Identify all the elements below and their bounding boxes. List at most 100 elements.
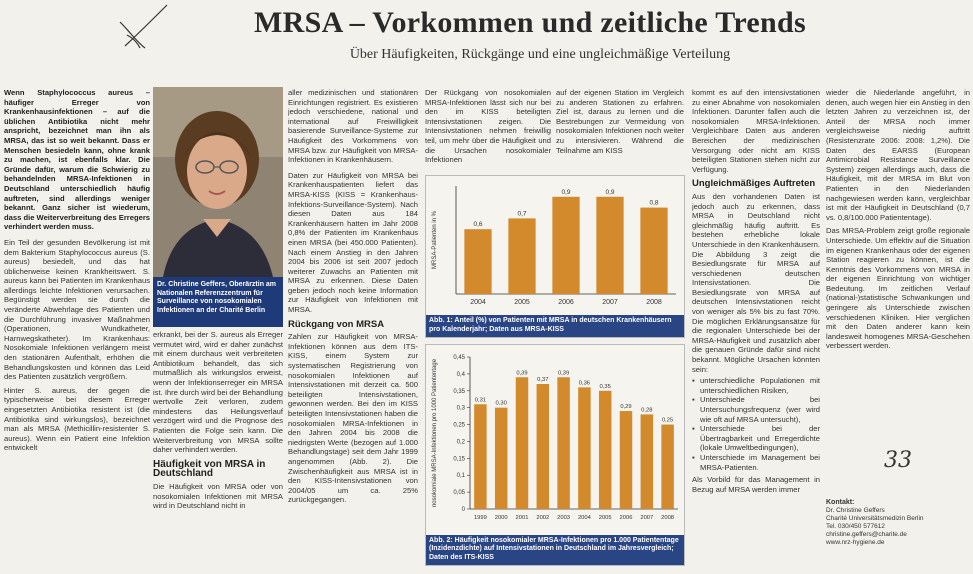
bar — [661, 424, 674, 509]
body-paragraph: auf der eigenen Station im Vergleich zu … — [556, 88, 684, 155]
y-tick-label: 0,4 — [457, 372, 466, 378]
column-5: auf der eigenen Station im Vergleich zu … — [556, 88, 684, 170]
body-paragraph: kommt es auf den intensivstationen zu ei… — [692, 88, 820, 174]
column-2: aller medizinischen und stationären Einr… — [288, 88, 418, 572]
column-6: kommt es auf den intensivstationen zu ei… — [692, 88, 820, 572]
column-4: Der Rückgang von nosokomialen MRSA-Infek… — [425, 88, 551, 170]
contact-label: Kontakt: — [826, 499, 855, 506]
x-tick-label: 2004 — [470, 299, 486, 306]
contact-org: Charité Universitätsmedizin Berlin — [826, 515, 924, 522]
bar — [578, 387, 591, 509]
list-item: unterschiedliche Populationen mit unters… — [692, 376, 820, 395]
data-label: 0,39 — [516, 370, 527, 376]
column-7: wieder die Niederlande angeführt, in den… — [826, 88, 970, 438]
body-paragraph: wieder die Niederlande angeführt, in den… — [826, 88, 970, 222]
photo-caption: Dr. Christine Geffers, Oberärztin am Nat… — [157, 281, 277, 314]
chart-2: nosokomiale MRSA-Infektionen pro 1000 Pa… — [432, 355, 678, 521]
bar — [494, 407, 508, 509]
body-paragraph: Aus den vorhandenen Daten ist jedoch auc… — [692, 191, 820, 374]
handwritten-page-number: 33 — [884, 448, 912, 473]
data-label: 0,28 — [641, 407, 652, 413]
y-tick-label: 0,15 — [453, 456, 465, 462]
body-paragraph: Zahlen zur Häufigkeit von MRSA-Infektion… — [288, 332, 418, 505]
data-label: 0,7 — [517, 210, 526, 217]
data-label: 0,25 — [662, 418, 673, 424]
bar — [557, 377, 570, 509]
bar — [536, 384, 550, 509]
body-paragraph: Der Rückgang von nosokomialen MRSA-Infek… — [425, 88, 551, 165]
chart-2-caption: Abb. 2: Häufigkeit nosokomialer MRSA-Inf… — [426, 534, 684, 565]
body-paragraph: erkrankt, bei der S. aureus als Erreger … — [153, 330, 283, 455]
column-1: Wenn Staphylococcus aureus – häufiger Er… — [4, 88, 150, 572]
bar — [619, 411, 633, 509]
chart-1-caption: Abb. 1: Anteil (%) von Patienten mit MRS… — [426, 315, 684, 337]
x-tick-label: 2006 — [620, 515, 633, 521]
chart-1: MRSA-Patienten in % 0,6 2004 0,7 2005 0,9 2006… — [432, 186, 676, 306]
x-tick-label: 2002 — [536, 515, 549, 521]
contact-email[interactable]: christine.geffers@charite.de — [826, 531, 907, 538]
bar — [640, 207, 668, 294]
x-tick-label: 2004 — [578, 515, 592, 521]
y-axis-label: nosokomiale MRSA-Infektionen pro 1000 Pa… — [432, 358, 438, 507]
data-label: 0,30 — [496, 401, 507, 407]
x-tick-label: 2008 — [661, 515, 674, 521]
section-heading: Ungleichmäßiges Auftreten — [692, 178, 816, 190]
data-label: 0,9 — [561, 189, 570, 196]
contact-phone: Tel. 030/450 577612 — [826, 523, 885, 530]
y-tick-label: 0,25 — [453, 423, 465, 429]
data-label: 0,35 — [600, 384, 611, 390]
section-heading: Häufigkeit von MRSA in Deutschland — [153, 458, 266, 480]
data-label: 0,6 — [473, 221, 482, 228]
body-paragraph: Hinter S. aureus, der gegen die typische… — [4, 385, 150, 453]
author-photo — [153, 87, 283, 277]
x-tick-label: 2000 — [495, 515, 508, 521]
y-tick-label: 0 — [462, 507, 466, 513]
x-tick-label: 2006 — [558, 299, 574, 306]
list-item: Unterschiede bei der Übertragbarkeit und… — [692, 424, 820, 453]
bar — [552, 196, 580, 294]
data-label: 0,39 — [558, 370, 569, 376]
x-tick-label: 1999 — [474, 515, 487, 521]
x-tick-label: 2007 — [640, 515, 653, 521]
x-tick-label: 2003 — [557, 515, 570, 521]
chart-1-box: MRSA-Patienten in % 0,6 2004 0,7 2005 0,9 2006… — [425, 175, 685, 338]
data-label: 0,8 — [649, 200, 658, 207]
bar — [474, 404, 487, 509]
y-tick-label: 0,2 — [457, 439, 466, 445]
bar — [464, 229, 492, 294]
lead-paragraph: Wenn Staphylococcus aureus – häufiger Er… — [4, 88, 150, 232]
chart-2-box: nosokomiale MRSA-Infektionen pro 1000 Pa… — [425, 344, 685, 566]
x-tick-label: 2007 — [602, 299, 618, 306]
body-paragraph: Ein Teil der gesunden Bevölkerung ist mi… — [4, 237, 150, 382]
list-item: Unterschiede im Management bei MRSA-Pati… — [692, 453, 820, 472]
bar — [598, 390, 612, 509]
x-tick-label: 2008 — [646, 299, 662, 306]
bar — [508, 218, 536, 294]
list-item: Unterschiede bei Untersuchungsfrequenz (… — [692, 395, 820, 424]
data-label: 0,9 — [605, 189, 614, 196]
body-paragraph: Daten zur Häufigkeit von MRSA bei Kranke… — [288, 170, 418, 315]
data-label: 0,36 — [579, 380, 590, 386]
y-tick-label: 0,1 — [457, 473, 466, 479]
data-label: 0,31 — [475, 397, 486, 403]
section-heading: Rückgang von MRSA — [288, 318, 385, 330]
x-tick-label: 2001 — [516, 515, 529, 521]
column-3: erkrankt, bei der S. aureus als Erreger … — [153, 330, 283, 572]
y-tick-label: 0,35 — [453, 389, 465, 395]
contact-box: Kontakt: Dr. Christine Geffers Charité U… — [826, 499, 971, 547]
body-paragraph: Das MRSA-Problem zeigt große regionale U… — [826, 226, 970, 351]
body-paragraph: Die Häufigkeit von MRSA oder von nosokom… — [153, 481, 283, 511]
cause-list: unterschiedliche Populationen mit unters… — [692, 376, 820, 472]
bar — [515, 377, 529, 509]
body-paragraph: Als Vorbild für das Management in Bezug … — [692, 475, 820, 494]
y-tick-label: 0,3 — [457, 406, 466, 412]
contact-name: Dr. Christine Geffers — [826, 507, 885, 514]
pen-scribble-mark — [119, 4, 168, 49]
bar — [640, 414, 654, 509]
author-photo-box: Dr. Christine Geffers, Oberärztin am Nat… — [153, 87, 283, 327]
x-tick-label: 2005 — [599, 515, 612, 521]
y-tick-label: 0,45 — [453, 355, 465, 361]
article-subtitle: Über Häufigkeiten, Rückgänge und eine un… — [349, 47, 731, 62]
data-label: 0,37 — [537, 377, 548, 383]
contact-website[interactable]: www.nrz-hygiene.de — [826, 539, 885, 546]
